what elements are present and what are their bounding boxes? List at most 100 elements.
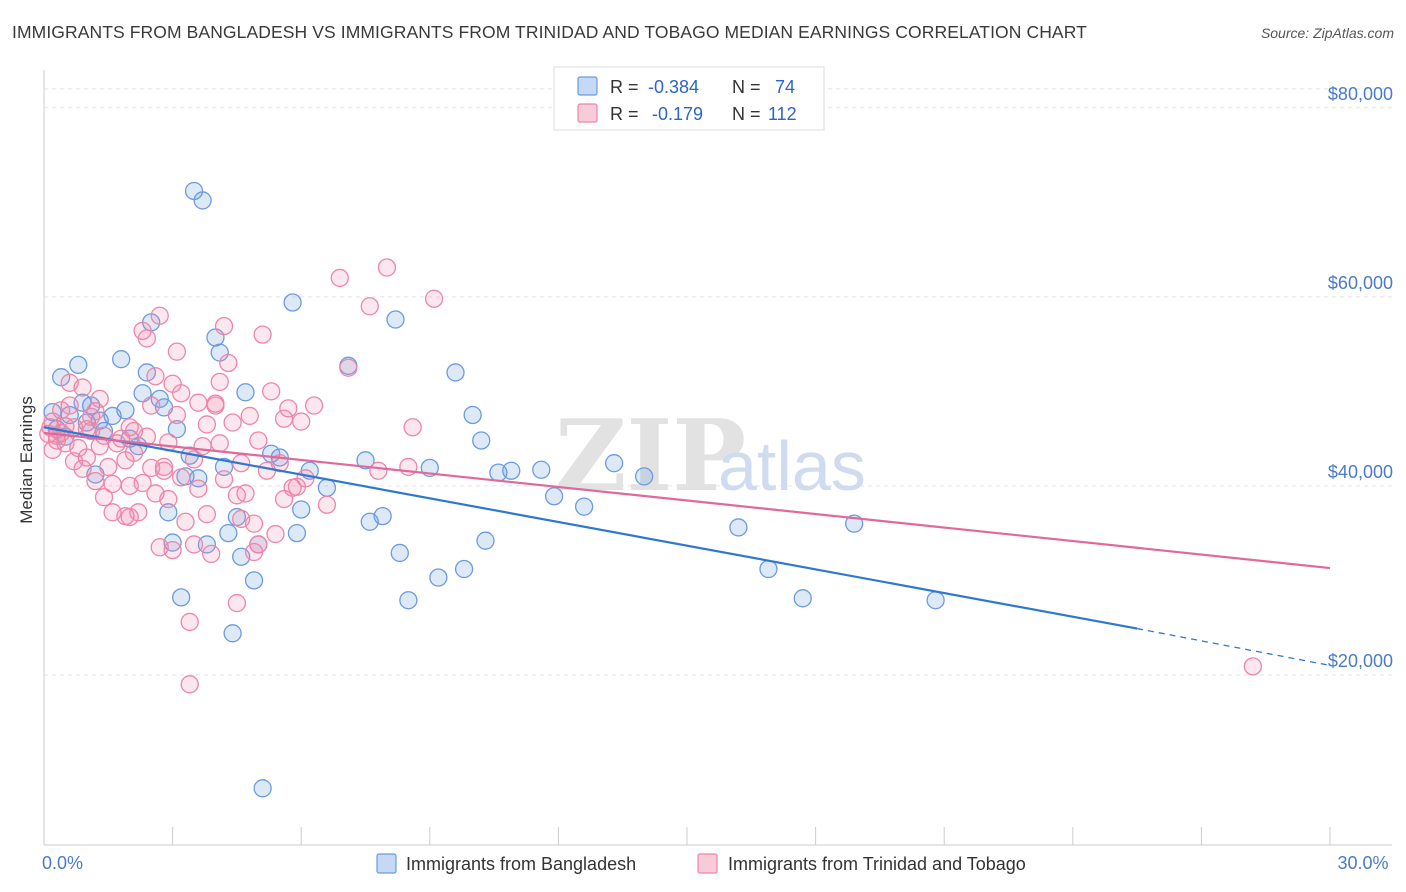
point-trinidad-46: [214, 316, 234, 336]
point-bangladesh-55: [390, 543, 409, 563]
point-trinidad-60: [279, 399, 298, 418]
point-trinidad-30: [150, 306, 169, 325]
point-bangladesh-53: [373, 506, 392, 526]
axes: [43, 70, 1392, 846]
point-bangladesh-61: [463, 405, 482, 425]
point-trinidad-36: [176, 512, 195, 531]
trend-line-bangladesh: [43, 426, 1138, 630]
point-trinidad-97: [64, 452, 84, 471]
point-trinidad-101: [120, 507, 139, 527]
point-bangladesh-49: [317, 478, 337, 497]
point-trinidad-41: [193, 437, 212, 456]
point-trinidad-80: [133, 321, 152, 341]
point-bangladesh-75: [926, 591, 945, 610]
point-trinidad-70: [403, 418, 422, 437]
point-trinidad-45: [210, 372, 229, 392]
point-trinidad-90: [227, 486, 247, 505]
point-trinidad-88: [206, 396, 225, 415]
point-trinidad-49: [227, 593, 247, 613]
point-trinidad-12: [86, 471, 105, 491]
point-bangladesh-73: [793, 589, 812, 608]
grid-lines: [44, 88, 1392, 676]
point-bangladesh-70: [634, 467, 654, 486]
point-bangladesh-56: [399, 591, 418, 610]
point-trinidad-28: [146, 367, 165, 386]
series-legend-swatch-pink: [697, 853, 718, 874]
point-trinidad-105: [189, 393, 208, 412]
point-trinidad-66: [339, 358, 358, 377]
point-trinidad-27: [142, 396, 161, 415]
point-bangladesh-47: [292, 500, 311, 519]
point-trinidad-57: [266, 524, 285, 544]
point-trinidad-24: [129, 503, 148, 522]
point-trinidad-62: [292, 412, 311, 431]
point-trinidad-40: [189, 479, 208, 498]
point-trinidad-89: [214, 470, 234, 489]
point-trinidad-69: [377, 258, 397, 277]
point-trinidad-37: [180, 612, 199, 632]
y-tick-labels: $20,000 $40,000 $60,000 $80,000: [1328, 84, 1393, 671]
point-bangladesh-36: [223, 624, 242, 643]
point-trinidad-35: [172, 468, 191, 487]
legend-r-value-1: -0.384: [648, 77, 699, 97]
point-trinidad-43: [202, 544, 221, 564]
point-bangladesh-69: [604, 454, 624, 473]
point-trinidad-82: [150, 538, 169, 557]
trend-line-bangladesh-extension: [1136, 627, 1331, 667]
point-bangladesh-31: [197, 535, 217, 554]
point-trinidad-109: [296, 469, 315, 488]
point-trinidad-74: [60, 373, 79, 392]
point-trinidad-48: [223, 413, 242, 432]
point-trinidad-55: [253, 325, 272, 344]
series-legend: Immigrants from Bangladesh Immigrants fr…: [376, 853, 1026, 874]
point-bangladesh-5: [69, 355, 88, 375]
point-bangladesh-68: [574, 497, 594, 516]
trend-line-trinidad: [43, 431, 1331, 570]
legend-n-value-1: 74: [775, 77, 795, 97]
point-trinidad-86: [184, 535, 204, 554]
x-tick-label-1: 30.0%: [1337, 853, 1388, 873]
point-bangladesh-24: [167, 419, 187, 439]
point-bangladesh-46: [287, 523, 307, 543]
point-bangladesh-66: [532, 460, 551, 479]
legend-box: [553, 66, 825, 131]
legend-swatch-blue: [577, 76, 598, 96]
point-bangladesh-22: [159, 503, 178, 522]
point-trinidad-108: [249, 535, 268, 554]
point-trinidad-14: [90, 389, 109, 409]
y-tick-label-1: $40,000: [1328, 462, 1393, 482]
point-bangladesh-25: [172, 588, 191, 607]
point-trinidad-6: [60, 396, 79, 415]
point-trinidad-52: [240, 406, 259, 426]
point-trinidad-25: [133, 473, 152, 493]
watermark: ZIP atlas: [555, 399, 866, 514]
x-tick-labels: 0.0% 30.0%: [42, 853, 1389, 873]
point-trinidad-72: [424, 289, 444, 308]
point-trinidad-42: [197, 505, 217, 524]
series-legend-label-pink: Immigrants from Trinidad and Tobago: [728, 854, 1026, 874]
point-trinidad-106: [210, 434, 229, 453]
point-trinidad-65: [330, 268, 349, 288]
watermark-atlas: atlas: [718, 427, 866, 505]
chart-title: IMMIGRANTS FROM BANGLADESH VS IMMIGRANTS…: [12, 22, 1087, 42]
point-bangladesh-63: [476, 531, 495, 550]
x-tick-label-0: 0.0%: [42, 853, 83, 873]
point-trinidad-87: [197, 415, 217, 434]
point-bangladesh-14: [116, 401, 135, 420]
point-trinidad-73: [43, 440, 62, 460]
point-trinidad-81: [142, 458, 161, 478]
y-tick-label-2: $60,000: [1328, 273, 1393, 293]
point-bangladesh-45: [283, 293, 302, 312]
point-bangladesh-42: [253, 779, 272, 798]
point-trinidad-54: [249, 431, 268, 450]
point-trinidad-47: [219, 353, 238, 373]
point-bangladesh-30: [193, 191, 212, 210]
stats-legend: R = -0.384 N = 74 R = -0.179 N = 112: [553, 66, 825, 131]
legend-n-value-2: 112: [768, 104, 797, 124]
series-legend-swatch-blue: [376, 853, 397, 874]
legend-swatch-pink: [577, 103, 598, 123]
point-trinidad-111: [1243, 657, 1262, 676]
point-bangladesh-60: [454, 559, 474, 579]
point-bangladesh-72: [759, 559, 778, 579]
